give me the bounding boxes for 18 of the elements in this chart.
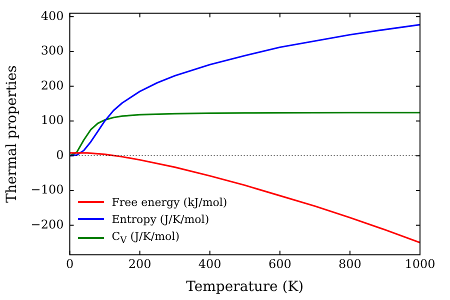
y-tick-label: 300 [40, 44, 64, 58]
legend-label: Entropy (J/K/mol) [112, 212, 210, 228]
x-axis-title: Temperature (K) [186, 279, 304, 296]
legend-label: Free energy (kJ/mol) [112, 194, 228, 211]
y-tick-label: −100 [30, 182, 64, 197]
y-axis-title: Thermal properties [4, 65, 20, 203]
x-tick-label: 0 [66, 257, 74, 272]
y-tick-label: 400 [40, 8, 64, 23]
y-tick-label: 100 [40, 113, 64, 128]
x-tick-label: 600 [268, 257, 292, 272]
y-tick-label: 200 [40, 78, 64, 92]
legend-label: C$_{V}$ (J/K/mol) [112, 228, 180, 248]
y-tick-label: 0 [56, 148, 64, 162]
y-tick-label: −200 [30, 217, 64, 232]
x-tick-label: 800 [338, 257, 362, 272]
x-tick-label: 200 [128, 257, 152, 272]
x-tick-label: 1000 [404, 257, 436, 272]
x-tick-label: 400 [198, 257, 222, 272]
